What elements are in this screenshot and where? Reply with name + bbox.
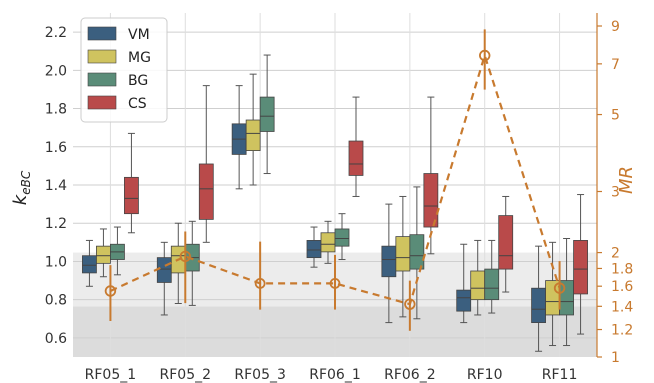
mr-tick-label: 1.4 — [611, 299, 633, 315]
box-body — [409, 234, 425, 270]
box-CS-RF10 — [498, 195, 514, 293]
mr-tick-label: 1 — [611, 350, 620, 366]
mr-tick-label: 5 — [611, 108, 620, 124]
box-CS-RF05_2 — [198, 85, 214, 243]
box-VM-RF10 — [456, 243, 472, 324]
box-MG-RF10 — [470, 239, 486, 316]
y-tick-label: 1.2 — [45, 216, 67, 232]
box-body — [348, 140, 364, 176]
box-BG-RF05_3 — [259, 54, 275, 175]
box-body — [198, 163, 214, 220]
box-MG-RF06_1 — [320, 220, 336, 264]
box-body — [124, 176, 139, 215]
mr-tick-label: 2 — [611, 246, 620, 262]
box-body — [381, 245, 397, 278]
box-BG-RF10 — [484, 239, 500, 314]
box-VM-RF05_3 — [231, 85, 247, 190]
box-body — [456, 289, 472, 312]
box-CS-RF11 — [573, 194, 588, 335]
box-CS-RF06_2 — [423, 96, 439, 255]
mr-point-RF05_3 — [254, 277, 266, 289]
y-tick-label: 1.8 — [45, 102, 67, 118]
box-body — [245, 119, 261, 152]
box-body — [395, 236, 411, 272]
mr-tick-label: 3 — [611, 185, 620, 201]
mr-tick-label: 1.6 — [611, 279, 633, 295]
box-VM-RF11 — [531, 245, 546, 352]
mr-tick-label: 1.8 — [611, 261, 633, 277]
y-tick-label: 1.0 — [45, 254, 67, 270]
box-body — [573, 240, 588, 295]
mr-tick-label: 7 — [611, 57, 620, 73]
x-tick-label: RF05_1 — [85, 367, 137, 383]
mr-point-RF11 — [553, 282, 566, 294]
x-tick-label: RF05_3 — [234, 367, 286, 383]
box-body — [498, 215, 514, 270]
box-BG-RF06_2 — [409, 186, 425, 320]
box-plots — [82, 54, 588, 352]
y-tick-label: 2.0 — [45, 63, 67, 79]
mr-point-RF10 — [479, 49, 491, 62]
legend-swatch-CS — [87, 95, 117, 110]
mr-point-RF05_2 — [179, 250, 191, 263]
box-body — [545, 280, 560, 316]
x-tick-label: RF06_1 — [309, 367, 361, 383]
box-body — [531, 287, 546, 324]
y-tick-label: 2.2 — [45, 25, 67, 41]
mr-point-RF06_1 — [329, 277, 341, 289]
mr-tick-label: 9 — [611, 19, 620, 35]
mr-point-RF05_1 — [104, 285, 117, 297]
box-MG-RF11 — [545, 241, 560, 347]
box-body — [484, 268, 500, 301]
legend-label-CS: CS — [128, 96, 147, 112]
box-CS-RF05_1 — [124, 132, 139, 234]
y-tick-label: 0.6 — [45, 331, 67, 347]
box-body — [96, 245, 111, 264]
box-MG-RF05_3 — [245, 73, 261, 186]
mr-tick-label: 1.2 — [611, 323, 633, 339]
box-BG-RF06_1 — [334, 213, 350, 261]
y-tick-label: 0.8 — [45, 293, 67, 309]
mr-series — [104, 29, 566, 331]
box-CS-RF06_1 — [348, 96, 364, 197]
box-BG-RF05_1 — [110, 226, 125, 276]
box-body — [470, 270, 486, 301]
axes: 0.6 0.8 1.0 1.2 1.4 1.6 1.8 2.0 2.2 RF05_1 RF05_2 R… — [45, 13, 633, 383]
y-axis-left-label: keBC — [10, 170, 33, 205]
legend-swatch-MG — [87, 49, 117, 64]
legend-swatch-VM — [87, 26, 117, 41]
box-body — [306, 240, 322, 259]
x-tick-label: RF06_2 — [384, 367, 436, 383]
box-BG-RF11 — [559, 238, 574, 347]
box-body — [259, 96, 275, 132]
box-body — [423, 173, 439, 228]
mr-point-RF06_2 — [404, 298, 416, 310]
box-body — [320, 232, 336, 253]
box-body — [156, 257, 172, 283]
box-body — [82, 255, 97, 274]
legend-label-VM: VM — [128, 27, 150, 43]
y-tick-label: 1.6 — [45, 140, 67, 156]
y-axis-right-label: MR — [616, 166, 637, 194]
legend-label-MG: MG — [128, 50, 151, 66]
legend-label-BG: BG — [128, 73, 148, 89]
legend: VM MG BG CS — [80, 17, 168, 123]
y-tick-label: 1.4 — [45, 178, 67, 194]
legend-swatch-BG — [87, 72, 117, 87]
x-tick-label: RF05_2 — [160, 367, 212, 383]
box-VM-RF05_1 — [82, 239, 97, 287]
box-body — [559, 280, 574, 316]
x-tick-label: RF11 — [542, 367, 578, 383]
x-tick-label: RF10 — [467, 367, 503, 383]
box-body — [334, 228, 350, 247]
